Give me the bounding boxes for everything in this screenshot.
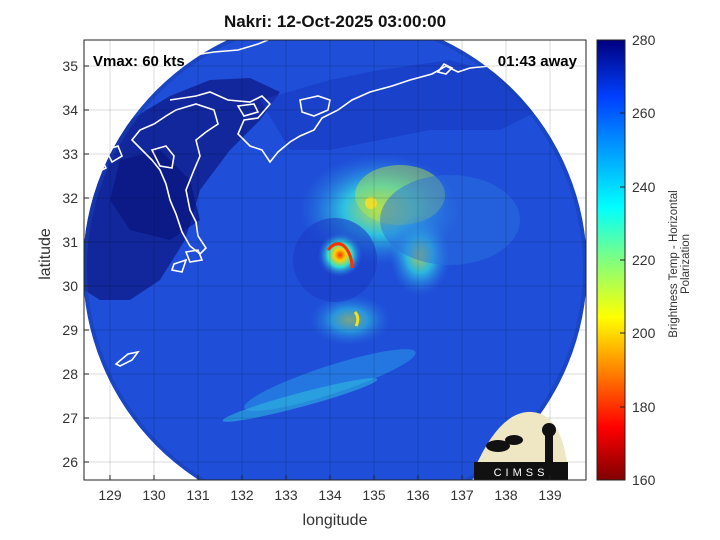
x-tick-label: 129 xyxy=(98,487,122,503)
colorbar-tick-label: 200 xyxy=(632,325,656,341)
y-tick-label: 33 xyxy=(62,146,78,162)
plot-frame xyxy=(83,39,587,481)
x-tick-label: 137 xyxy=(450,487,474,503)
y-tick-label: 31 xyxy=(62,234,78,250)
x-tick-label: 131 xyxy=(186,487,210,503)
brightness-temp-swath xyxy=(84,40,586,480)
y-tick-label: 29 xyxy=(62,322,78,338)
cimss-logo: CIMSS xyxy=(474,411,568,480)
x-tick-label: 132 xyxy=(230,487,254,503)
x-tick-label: 136 xyxy=(406,487,430,503)
x-tick-label: 135 xyxy=(362,487,386,503)
colorbar-tick-label: 280 xyxy=(632,32,656,48)
y-tick-label: 32 xyxy=(62,190,78,206)
y-axis-label: latitude xyxy=(37,228,54,280)
map-title: Nakri: 12-Oct-2025 03:00:00 xyxy=(223,12,447,31)
vmax-label: Vmax: 60 kts xyxy=(93,53,185,70)
x-axis-label: longitude xyxy=(302,512,368,529)
y-tick-label: 34 xyxy=(62,102,78,118)
y-tick-label: 26 xyxy=(62,454,78,470)
x-tick-label: 130 xyxy=(142,487,166,503)
y-tick-label: 30 xyxy=(62,278,78,294)
colorbar-tick-label: 260 xyxy=(632,105,656,121)
logo-text: CIMSS xyxy=(494,467,549,479)
coastlines xyxy=(90,40,581,388)
time-away-label: 01:43 away xyxy=(497,53,577,70)
grid-lines xyxy=(84,40,586,480)
x-tick-label: 134 xyxy=(318,487,342,503)
colorbar-tick-label: 180 xyxy=(632,399,656,415)
colorbar-tick-label: 220 xyxy=(632,252,656,268)
y-tick-label: 27 xyxy=(62,410,78,426)
x-tick-label: 138 xyxy=(494,487,518,503)
x-tick-label: 133 xyxy=(274,487,298,503)
x-tick-label: 139 xyxy=(538,487,562,503)
colorbar-label: Brightness Temp - Horizontal Polarizatio… xyxy=(668,190,692,338)
y-tick-label: 35 xyxy=(62,58,78,74)
colorbar-tick-label: 240 xyxy=(632,179,656,195)
colorbar-tick-label: 160 xyxy=(632,472,656,488)
y-tick-label: 28 xyxy=(62,366,78,382)
